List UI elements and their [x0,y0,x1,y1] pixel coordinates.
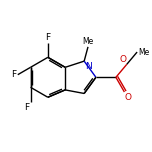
Text: F: F [45,33,50,42]
Text: O: O [125,93,132,102]
Text: O: O [119,55,126,64]
Text: Me: Me [82,37,94,46]
Text: F: F [12,70,17,79]
Text: F: F [25,103,30,112]
Text: N: N [86,62,92,71]
Text: Me: Me [138,48,149,57]
